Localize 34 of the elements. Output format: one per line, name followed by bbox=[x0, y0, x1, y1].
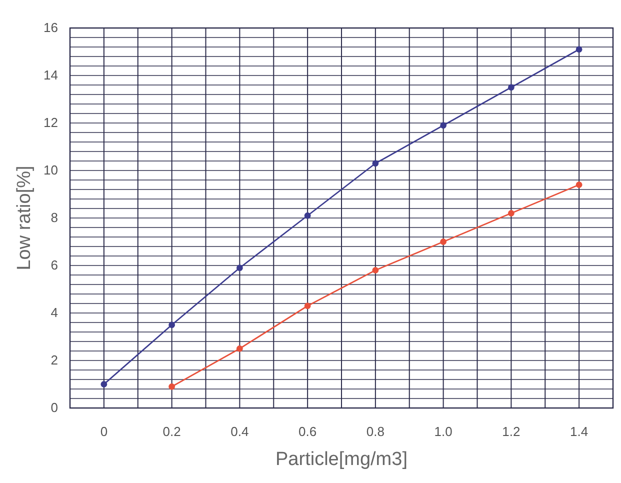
y-tick-label: 16 bbox=[44, 20, 58, 35]
y-tick-label: 8 bbox=[50, 210, 58, 225]
point bbox=[508, 84, 514, 91]
point bbox=[440, 238, 447, 245]
x-tick-label: 0.6 bbox=[298, 424, 317, 439]
point bbox=[576, 46, 582, 53]
y-tick-label: 12 bbox=[44, 115, 58, 130]
x-tick-label: 0.2 bbox=[162, 424, 181, 439]
y-tick-label: 2 bbox=[50, 352, 58, 368]
x-tick-label: 1.4 bbox=[570, 424, 588, 439]
point bbox=[304, 212, 311, 219]
y-tick-label: 10 bbox=[44, 162, 58, 178]
point bbox=[576, 182, 582, 188]
x-tick-label: 1.2 bbox=[502, 424, 520, 439]
point bbox=[508, 210, 514, 216]
x-tick-label: 0.8 bbox=[366, 424, 384, 439]
point bbox=[440, 122, 447, 129]
x-tick-label: 0.4 bbox=[230, 424, 249, 439]
x-axis-title: Particle[mg/m3] bbox=[276, 449, 408, 470]
y-tick-label: 4 bbox=[50, 305, 58, 320]
point bbox=[236, 264, 243, 272]
x-tick-label: 1.0 bbox=[434, 424, 452, 439]
point bbox=[372, 160, 379, 167]
point bbox=[168, 322, 176, 328]
y-tick-label: 14 bbox=[44, 68, 58, 82]
y-axis-title: Low ratio[%] bbox=[14, 166, 35, 270]
point bbox=[100, 381, 108, 388]
point bbox=[304, 302, 311, 310]
y-tick-label: 0 bbox=[50, 400, 58, 415]
x-tick-label: 0 bbox=[100, 424, 108, 439]
y-tick-label: 6 bbox=[50, 258, 58, 272]
point bbox=[168, 383, 176, 390]
point bbox=[236, 345, 243, 352]
point bbox=[372, 267, 379, 274]
